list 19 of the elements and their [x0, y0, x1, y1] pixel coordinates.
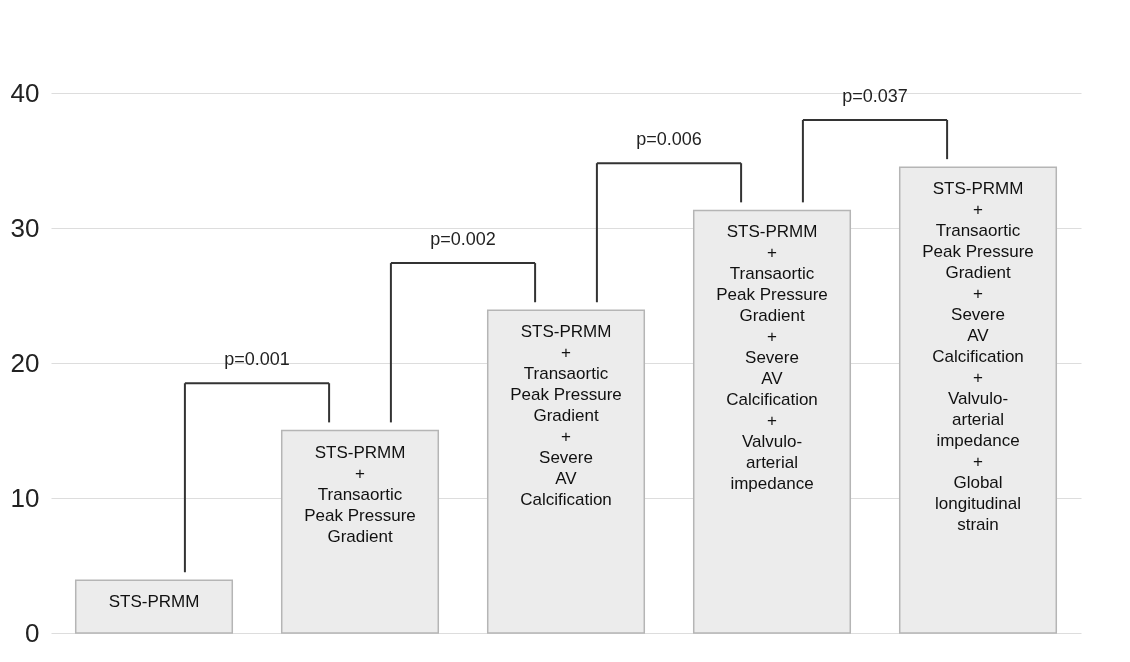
x-tick-label: STS-PRMM + Transaortic Peak Pressure Gradient	[304, 442, 416, 546]
y-tick-label: 20	[10, 347, 40, 378]
x-tick-label: STS-PRMM	[108, 592, 200, 612]
y-tick-label: 30	[10, 212, 40, 243]
annotation: p=0.006	[636, 129, 702, 150]
annotation: p=0.001	[224, 349, 290, 370]
category-label: STS-PRMM + Transaortic Peak Pressure Gradient + Severe AV Calcification	[510, 322, 622, 510]
y-tick-label: 40	[10, 77, 40, 108]
y-tick-label: 0	[25, 617, 40, 648]
category-label: STS-PRMM + Transaortic Peak Pressure Gradient + Severe AV Calcification + Valvulo- arterial impedance + Global longitudinal strain	[922, 179, 1034, 535]
annotation: p=0.002	[430, 229, 496, 250]
bar	[692, 209, 852, 634]
y-tick-label: 10	[10, 482, 40, 513]
bar	[280, 429, 440, 634]
bar	[898, 166, 1058, 634]
category-label: STS-PRMM + Transaortic Peak Pressure Gradient + Severe AV Calcification + Valvulo- arterial impedance	[716, 222, 828, 494]
bar	[486, 309, 646, 634]
annotation: p=0.037	[842, 86, 908, 106]
bar	[74, 579, 234, 634]
